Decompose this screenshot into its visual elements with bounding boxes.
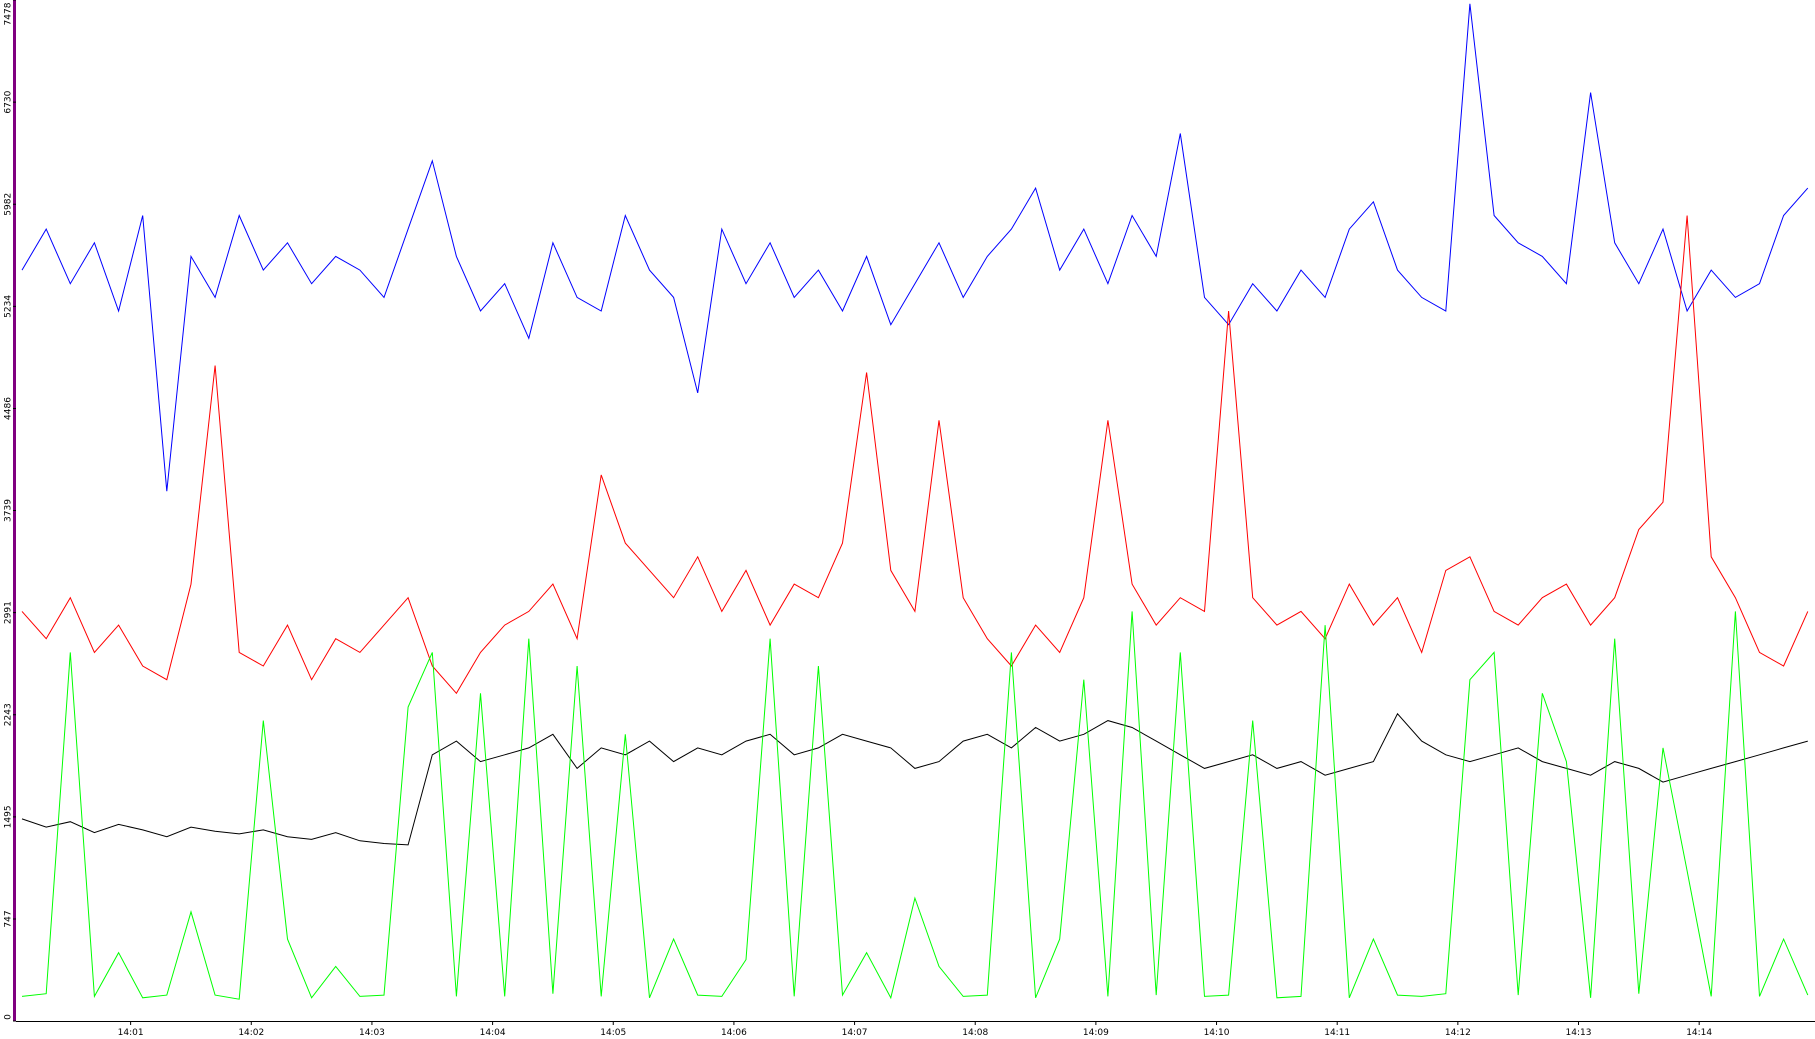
x-tick-label: 14:03: [359, 1028, 385, 1038]
y-tick-label: 747: [4, 910, 14, 927]
x-tick-label: 14:11: [1324, 1028, 1350, 1038]
y-tick-label: 3739: [4, 499, 14, 522]
x-tick-label: 14:06: [721, 1028, 747, 1038]
y-tick-label: 2243: [4, 703, 14, 726]
y-tick-label: 0: [4, 1014, 14, 1020]
series-line: [21, 215, 1809, 695]
y-tick-label: 5234: [4, 295, 14, 318]
x-tick-label: 14:02: [238, 1028, 264, 1038]
y-tick-label: 7478: [4, 2, 14, 25]
x-tick-label: 14:09: [1083, 1028, 1109, 1038]
y-tick-label: 2991: [4, 601, 14, 624]
y-tick-label: 1495: [4, 805, 14, 828]
x-tick-label: 14:13: [1566, 1028, 1592, 1038]
x-tick-label: 14:14: [1686, 1028, 1712, 1038]
series-line: [21, 3, 1809, 492]
x-tick-label: 14:01: [118, 1028, 144, 1038]
x-tick-label: 14:12: [1445, 1028, 1471, 1038]
series-line: [21, 611, 1809, 1000]
series-line: [21, 712, 1808, 846]
y-tick-label: 4486: [4, 397, 14, 420]
y-tick-label: 5982: [4, 193, 14, 216]
y-tick-label: 6730: [4, 90, 14, 113]
x-tick-label: 14:05: [600, 1028, 626, 1038]
x-tick-label: 14:07: [842, 1028, 868, 1038]
x-tick-label: 14:04: [480, 1028, 506, 1038]
x-tick-label: 14:08: [962, 1028, 988, 1038]
x-tick-label: 14:10: [1204, 1028, 1230, 1038]
